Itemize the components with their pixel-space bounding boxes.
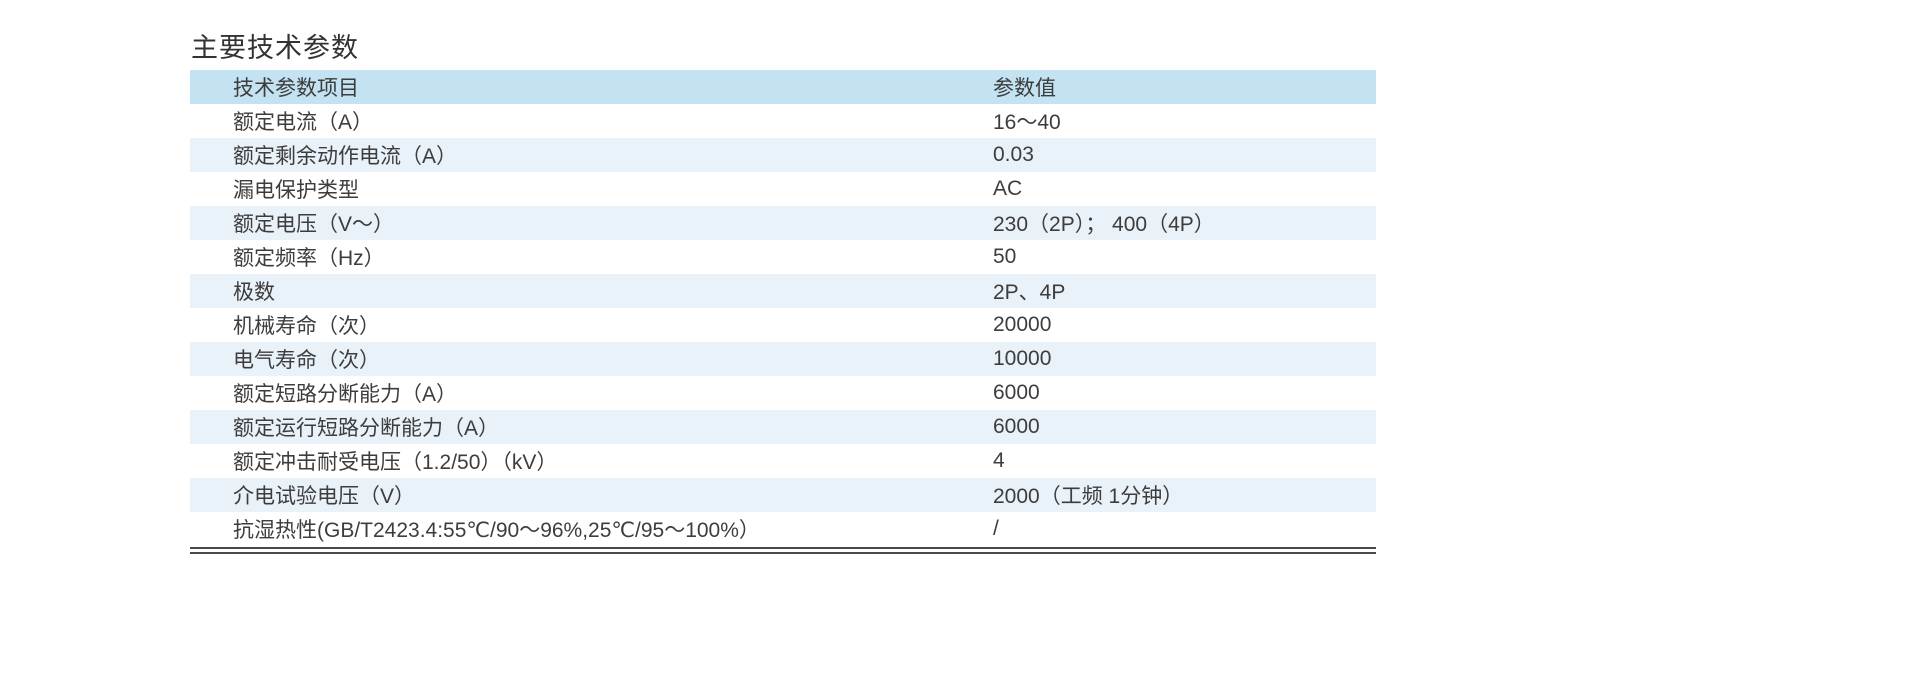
parameter-item-cell: 极数 <box>233 281 275 304</box>
table-row: 额定电压（V～） 230（2P）； 400（4P） <box>190 206 1376 240</box>
parameter-value-cell: 0.03 <box>993 143 1034 166</box>
parameter-value-cell: 16～40 <box>993 111 1061 134</box>
parameter-value-cell: AC <box>993 177 1023 200</box>
table-row: 额定冲击耐受电压（1.2/50）（kV） 4 <box>190 444 1376 478</box>
table-row: 漏电保护类型 AC <box>190 172 1376 206</box>
parameter-value-cell: 10000 <box>993 347 1052 370</box>
page-title: 主要技术参数 <box>191 33 359 63</box>
table-header-row: 技术参数项目 参数值 <box>190 70 1376 104</box>
parameter-item-cell: 漏电保护类型 <box>233 179 359 202</box>
parameter-item-cell: 额定剩余动作电流（A） <box>233 145 458 168</box>
table-body: 额定电流（A） 16～40 额定剩余动作电流（A） 0.03 漏电保护类型 AC 额定电压（… <box>190 104 1376 546</box>
parameter-value-cell: 4 <box>993 449 1005 472</box>
parameter-item-cell: 介电试验电压（V） <box>233 485 416 508</box>
table-row: 额定剩余动作电流（A） 0.03 <box>190 138 1376 172</box>
table-row: 极数 2P、4P <box>190 274 1376 308</box>
parameter-item-cell: 额定电压（V～） <box>233 213 395 236</box>
column-header-parameter-item: 技术参数项目 <box>233 77 359 100</box>
table-bottom-double-rule <box>190 547 1376 554</box>
table-header: 技术参数项目 参数值 <box>190 70 1376 104</box>
parameter-value-cell: 20000 <box>993 313 1052 336</box>
parameter-value-cell: 6000 <box>993 415 1040 438</box>
table-row: 抗湿热性(GB/T2423.4:55℃/90～96%,25℃/95～100%） / <box>190 512 1376 546</box>
table-row: 额定运行短路分断能力（A） 6000 <box>190 410 1376 444</box>
parameter-item-cell: 额定运行短路分断能力（A） <box>233 417 500 440</box>
parameter-item-cell: 电气寿命（次） <box>233 349 380 372</box>
parameter-value-cell: 230（2P）； 400（4P） <box>993 213 1215 236</box>
parameter-item-cell: 额定电流（A） <box>233 111 374 134</box>
parameter-item-cell: 额定短路分断能力（A） <box>233 383 458 406</box>
table-row: 介电试验电压（V） 2000（工频 1分钟） <box>190 478 1376 512</box>
parameter-item-cell: 额定频率（Hz） <box>233 247 385 270</box>
parameter-value-cell: 2P、4P <box>993 281 1066 304</box>
table-row: 电气寿命（次） 10000 <box>190 342 1376 376</box>
parameter-value-cell: 2000（工频 1分钟） <box>993 485 1184 508</box>
parameter-item-cell: 机械寿命（次） <box>233 315 380 338</box>
parameter-value-cell: 50 <box>993 245 1017 268</box>
parameter-value-cell: / <box>993 517 999 540</box>
parameter-value-cell: 6000 <box>993 381 1040 404</box>
table-row: 额定电流（A） 16～40 <box>190 104 1376 138</box>
parameter-item-cell: 抗湿热性(GB/T2423.4:55℃/90～96%,25℃/95～100%） <box>233 519 760 542</box>
technical-parameters-table: 技术参数项目 参数值 额定电流（A） 16～40 额定剩余动作电流（A） 0.03 漏电… <box>190 70 1376 546</box>
table-row: 额定短路分断能力（A） 6000 <box>190 376 1376 410</box>
column-header-parameter-value: 参数值 <box>993 77 1056 100</box>
table-row: 额定频率（Hz） 50 <box>190 240 1376 274</box>
table-row: 机械寿命（次） 20000 <box>190 308 1376 342</box>
parameter-item-cell: 额定冲击耐受电压（1.2/50）（kV） <box>233 451 558 474</box>
